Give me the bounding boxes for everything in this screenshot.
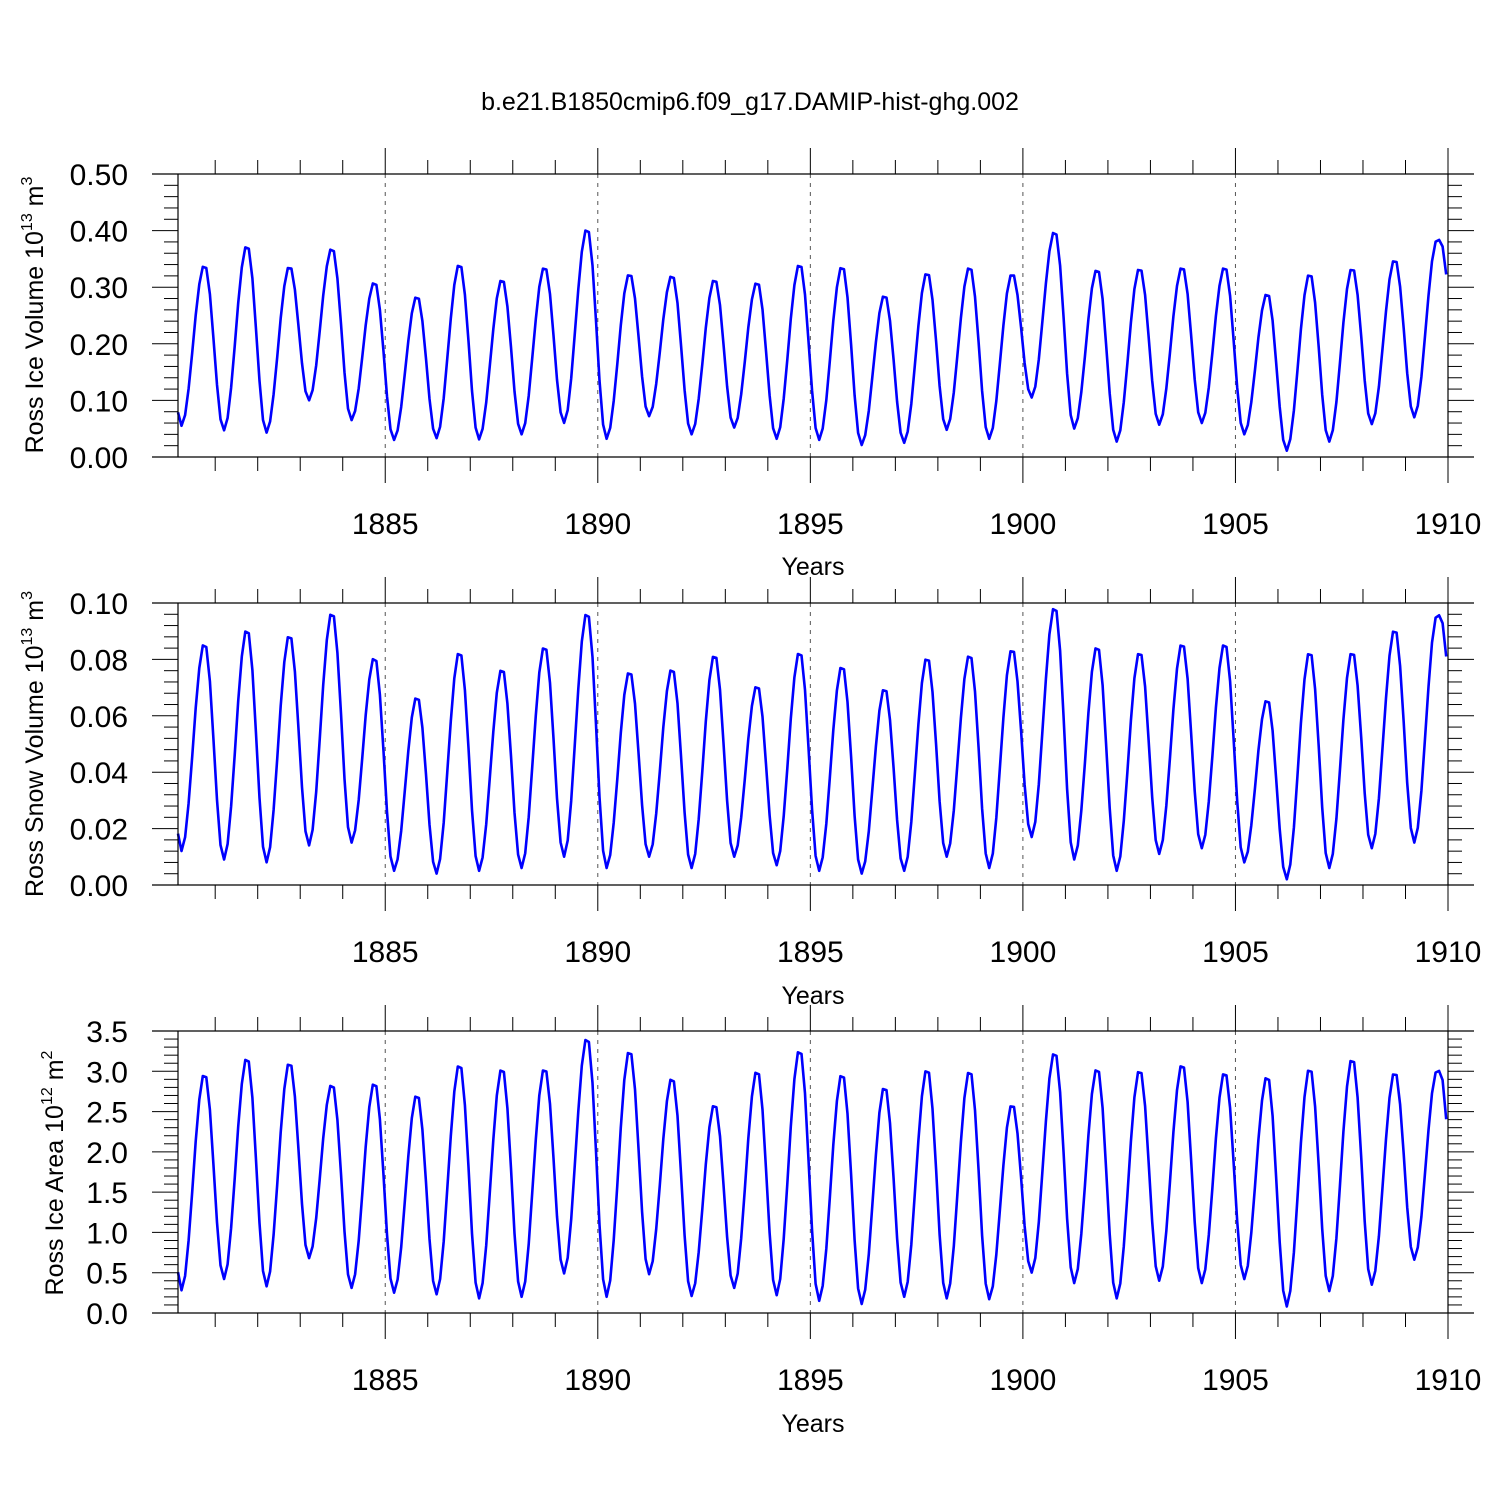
yaxis-title-ice-area: Ross Ice Area 1012 m2 xyxy=(39,1050,69,1295)
yaxis-title-snow-volume: Ross Snow Volume 1013 m3 xyxy=(19,591,49,897)
ytick-label: 0.0 xyxy=(86,1298,128,1331)
ytick-label: 0.08 xyxy=(70,644,128,677)
panel-ice-volume: 1885 1890 1895 1900 1905 1910 0.00 0.10 0.20 0.30… xyxy=(19,148,1481,581)
ytick-label: 0.00 xyxy=(70,442,128,475)
xtick-label: 1890 xyxy=(564,508,631,541)
xtick-label: 1895 xyxy=(777,508,844,541)
figure-title: b.e21.B1850cmip6.f09_g17.DAMIP-hist-ghg.… xyxy=(481,88,1019,116)
xaxis-title-snow-volume: Years xyxy=(781,982,844,1010)
ytick-label: 0.10 xyxy=(70,588,128,621)
panel-snow-volume: 1885 1890 1895 1900 1905 1910 0.00 0.02 0.04 0.06… xyxy=(19,577,1481,1010)
xtick-label: 1885 xyxy=(352,508,419,541)
series-line-snow-volume xyxy=(176,607,1448,881)
ytick-label: 2.5 xyxy=(86,1097,128,1130)
ytick-label: 0.40 xyxy=(70,216,128,249)
ytick-label: 0.50 xyxy=(70,159,128,192)
xaxis-title-ice-volume: Years xyxy=(781,553,844,581)
xtick-label: 1895 xyxy=(777,1364,844,1397)
ytick-label: 0.04 xyxy=(70,757,128,790)
ytick-label: 2.0 xyxy=(86,1137,128,1170)
ytick-label: 3.0 xyxy=(86,1056,128,1089)
panel-ice-area: 1885 1890 1895 1900 1905 1910 0.0 0.5 1.0 1.5 2.0 2… xyxy=(39,1005,1481,1438)
ytick-label: 1.0 xyxy=(86,1217,128,1250)
series-line-ice-area xyxy=(176,1038,1448,1308)
ytick-label: 0.30 xyxy=(70,272,128,305)
xtick-label: 1900 xyxy=(990,936,1057,969)
xaxis-title-ice-area: Years xyxy=(781,1410,844,1438)
ytick-label: 0.06 xyxy=(70,701,128,734)
xtick-label: 1890 xyxy=(564,1364,631,1397)
xtick-label: 1910 xyxy=(1415,1364,1482,1397)
xtick-label: 1885 xyxy=(352,936,419,969)
xtick-label: 1885 xyxy=(352,1364,419,1397)
ytick-label: 0.02 xyxy=(70,814,128,847)
ytick-label: 0.10 xyxy=(70,385,128,418)
xtick-label: 1905 xyxy=(1202,1364,1269,1397)
ytick-label: 0.00 xyxy=(70,870,128,903)
xtick-label: 1905 xyxy=(1202,508,1269,541)
xtick-label: 1900 xyxy=(990,1364,1057,1397)
xtick-label: 1895 xyxy=(777,936,844,969)
ytick-label: 0.20 xyxy=(70,329,128,362)
yaxis-title-ice-volume: Ross Ice Volume 1013 m3 xyxy=(19,176,49,453)
xtick-label: 1890 xyxy=(564,936,631,969)
ytick-label: 0.5 xyxy=(86,1258,128,1291)
series-line-ice-volume xyxy=(176,229,1448,453)
xtick-label: 1900 xyxy=(990,508,1057,541)
xtick-label: 1910 xyxy=(1415,936,1482,969)
ytick-label: 1.5 xyxy=(86,1177,128,1210)
xtick-label: 1910 xyxy=(1415,508,1482,541)
ytick-label: 3.5 xyxy=(86,1016,128,1049)
xtick-label: 1905 xyxy=(1202,936,1269,969)
